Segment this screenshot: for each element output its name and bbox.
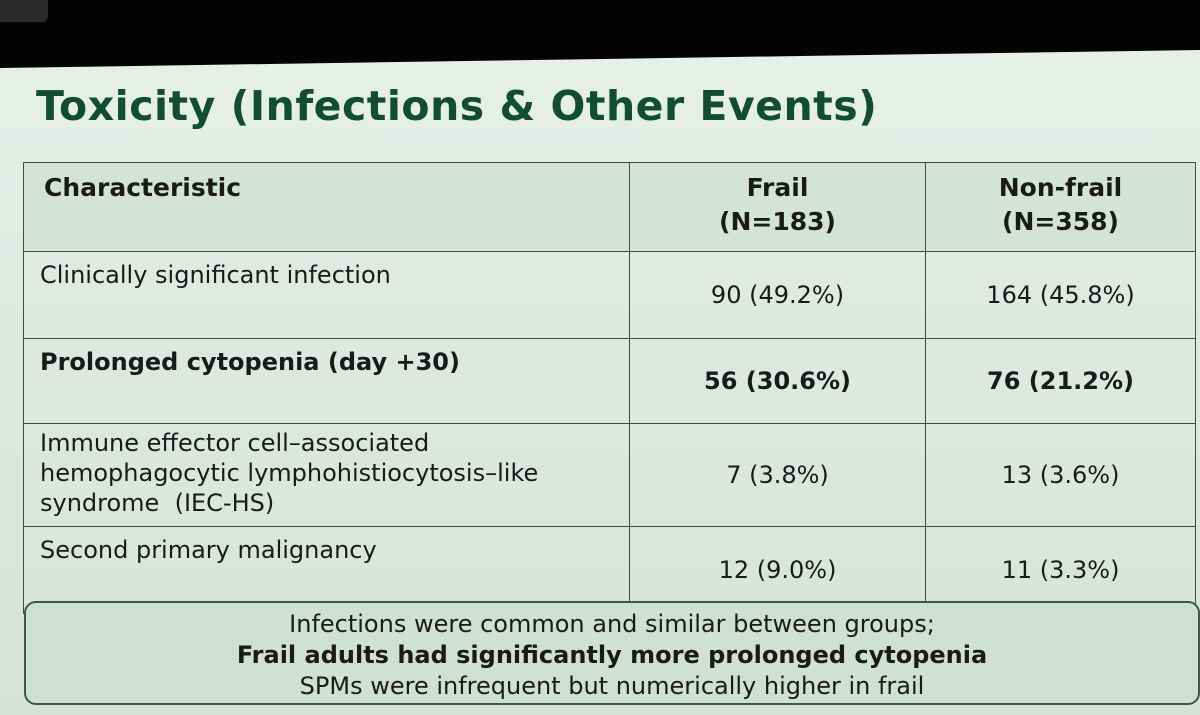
row-nonfrail-value: 76 (21.2%) — [925, 338, 1196, 424]
table-header-row: Characteristic Frail (N=183) Non-frail (… — [23, 162, 1196, 252]
row-characteristic-line: hemophagocytic lymphohistiocytosis–like — [40, 459, 539, 487]
header-nonfrail-label: Non-frail — [998, 173, 1123, 202]
callout-line-1: Infections were common and similar betwe… — [289, 610, 935, 638]
toxicity-table: Characteristic Frail (N=183) Non-frail (… — [23, 162, 1196, 614]
row-frail-value: 56 (30.6%) — [629, 338, 926, 424]
table-row: Immune effector cell–associated hemophag… — [23, 423, 1196, 527]
header-characteristic: Characteristic — [23, 162, 630, 252]
header-nonfrail: Non-frail (N=358) — [925, 162, 1196, 252]
header-frail: Frail (N=183) — [629, 162, 926, 252]
row-characteristic-line: Prolonged cytopenia (day +30) — [40, 348, 460, 376]
callout-line-2: Frail adults had significantly more prol… — [236, 641, 988, 669]
slide: Toxicity (Infections & Other Events) Cha… — [0, 50, 1200, 715]
slide-title: Toxicity (Infections & Other Events) — [36, 82, 878, 130]
ambient-light-glow — [0, 0, 48, 22]
row-characteristic: Immune effector cell–associated hemophag… — [23, 423, 630, 527]
callout-line-3: SPMs were infrequent but numerically hig… — [299, 672, 925, 700]
row-nonfrail-value: 11 (3.3%) — [925, 526, 1196, 614]
table-row: Second primary malignancy 12 (9.0%) 11 (… — [23, 526, 1196, 614]
row-characteristic: Prolonged cytopenia (day +30) — [23, 338, 630, 424]
header-nonfrail-n: (N=358) — [1002, 207, 1119, 236]
table-row: Prolonged cytopenia (day +30) 56 (30.6%)… — [23, 338, 1196, 424]
summary-callout-box: Infections were common and similar betwe… — [24, 601, 1200, 705]
row-characteristic-line: Second primary malignancy — [40, 536, 377, 564]
row-characteristic-line: Clinically significant infection — [40, 261, 391, 289]
row-nonfrail-value: 13 (3.6%) — [925, 423, 1196, 527]
row-nonfrail-value: 164 (45.8%) — [925, 251, 1196, 339]
row-frail-value: 7 (3.8%) — [629, 423, 926, 527]
header-frail-label: Frail — [746, 173, 809, 202]
row-characteristic-line: Immune effector cell–associated — [40, 429, 430, 457]
row-characteristic: Clinically significant infection — [23, 251, 630, 339]
row-characteristic-line: syndrome (IEC-HS) — [40, 489, 275, 517]
table-row: Clinically significant infection 90 (49.… — [23, 251, 1196, 339]
row-frail-value: 90 (49.2%) — [629, 251, 926, 339]
header-frail-n: (N=183) — [719, 207, 836, 236]
projector-dark-border — [0, 0, 1200, 62]
